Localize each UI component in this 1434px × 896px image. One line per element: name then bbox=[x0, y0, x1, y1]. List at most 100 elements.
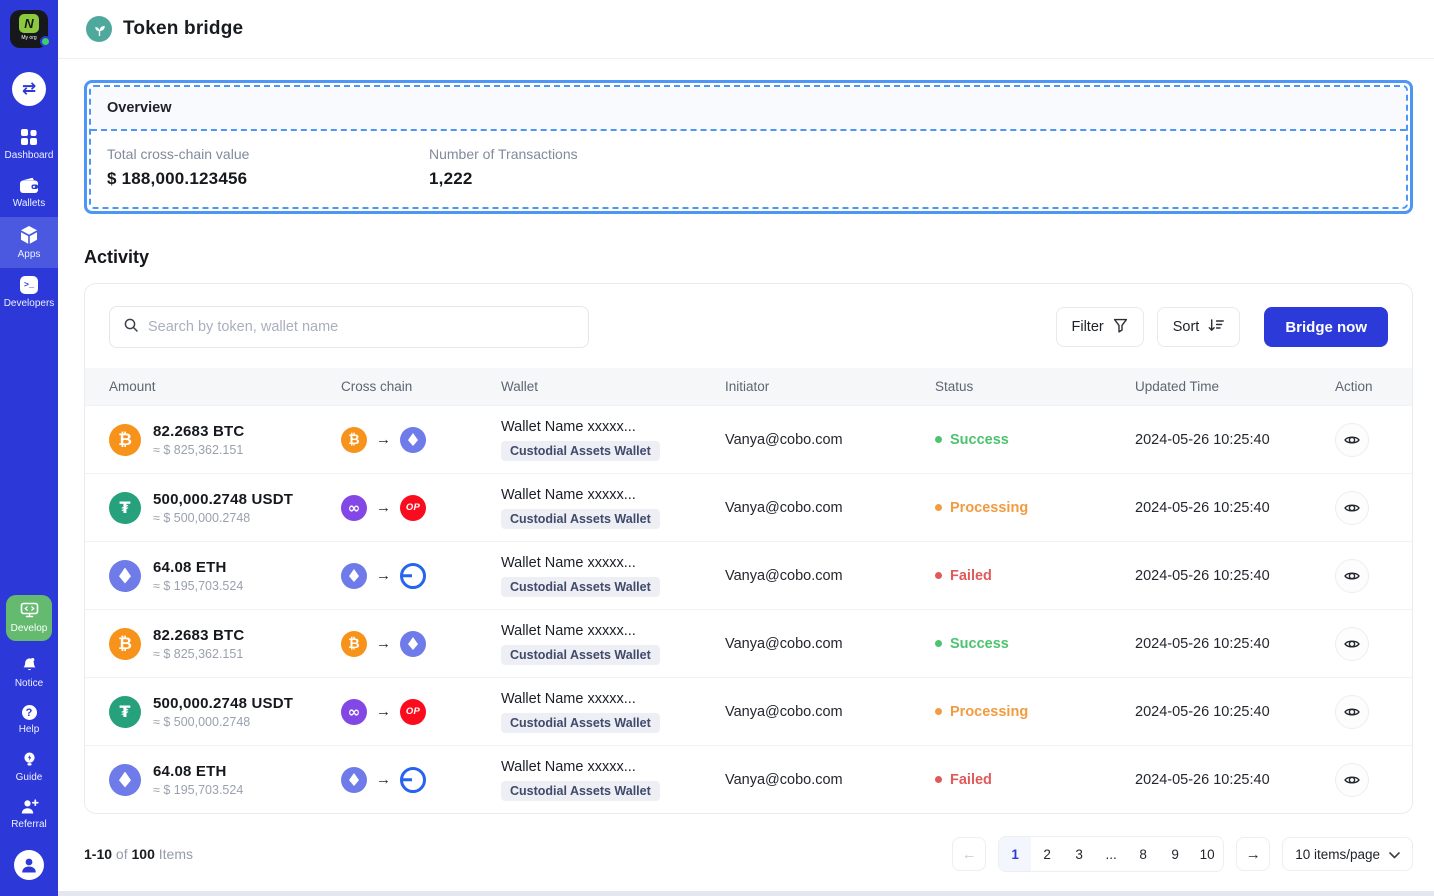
items-per-page-select[interactable]: 10 items/page bbox=[1282, 837, 1413, 871]
view-details-button[interactable] bbox=[1335, 627, 1369, 661]
amount-value: 500,000.2748 USDT bbox=[153, 491, 293, 508]
dashboard-icon bbox=[20, 128, 38, 146]
status-badge: Processing bbox=[935, 704, 1135, 720]
page-button-2[interactable]: 2 bbox=[1031, 837, 1063, 871]
eth-chain-icon bbox=[400, 427, 426, 453]
add-person-icon bbox=[20, 799, 39, 815]
column-header: Amount bbox=[109, 379, 341, 394]
page-number-group: 123...8910 bbox=[998, 836, 1224, 872]
page-title: Token bridge bbox=[123, 18, 243, 40]
search-icon bbox=[123, 317, 139, 338]
sidebar-item-apps[interactable]: Apps bbox=[0, 217, 58, 268]
column-header: Wallet bbox=[501, 379, 725, 394]
btc-token-icon bbox=[109, 628, 141, 660]
wallet-icon bbox=[19, 177, 39, 194]
amount-fiat-value: ≈ $ 500,000.2748 bbox=[153, 511, 293, 525]
page-ellipsis: ... bbox=[1095, 837, 1127, 871]
next-page-button[interactable]: → bbox=[1236, 837, 1270, 871]
prev-page-button[interactable]: ← bbox=[952, 837, 986, 871]
org-mark-icon: N bbox=[19, 14, 39, 33]
usdt-token-icon bbox=[109, 492, 141, 524]
page-button-3[interactable]: 3 bbox=[1063, 837, 1095, 871]
total-count: 100 bbox=[132, 846, 155, 862]
bell-icon bbox=[21, 657, 38, 674]
bridge-now-button[interactable]: Bridge now bbox=[1264, 307, 1388, 347]
sidebar-item-label: Notice bbox=[15, 678, 43, 689]
wallet-type-badge: Custodial Assets Wallet bbox=[501, 781, 660, 801]
sidebar-item-label: Help bbox=[19, 724, 40, 735]
user-avatar[interactable] bbox=[14, 850, 44, 880]
column-header: Updated Time bbox=[1135, 379, 1335, 394]
page-button-9[interactable]: 9 bbox=[1159, 837, 1191, 871]
page-button-1[interactable]: 1 bbox=[999, 837, 1031, 871]
updated-time: 2024-05-26 10:25:40 bbox=[1135, 772, 1335, 788]
overview-title: Overview bbox=[91, 87, 1406, 131]
filter-funnel-icon bbox=[1113, 318, 1128, 337]
amount-value: 82.2683 BTC bbox=[153, 627, 244, 644]
activity-card: Filter Sort Bridge now AmountCross chain… bbox=[84, 283, 1413, 814]
stat-value: $ 188,000.123456 bbox=[107, 169, 429, 189]
arrow-right-icon: → bbox=[376, 499, 391, 516]
org-logo[interactable]: N My org bbox=[10, 10, 48, 48]
sidebar-item-label: Referral bbox=[11, 819, 47, 830]
table-body: 82.2683 BTC ≈ $ 825,362.151 → Wallet Nam… bbox=[85, 405, 1412, 813]
wallet-type-badge: Custodial Assets Wallet bbox=[501, 441, 660, 461]
eth-chain-icon bbox=[400, 631, 426, 657]
column-header: Action bbox=[1335, 379, 1412, 394]
status-label: Processing bbox=[950, 704, 1028, 720]
horizontal-scrollbar[interactable] bbox=[58, 891, 1434, 896]
items-per-page-label: 10 items/page bbox=[1295, 847, 1380, 862]
sidebar-item-label: Dashboard bbox=[5, 150, 54, 161]
sort-icon bbox=[1208, 319, 1224, 336]
sidebar-item-develop[interactable]: Develop bbox=[6, 595, 52, 641]
eye-icon bbox=[1343, 431, 1361, 449]
wallet-type-badge: Custodial Assets Wallet bbox=[501, 713, 660, 733]
page-button-8[interactable]: 8 bbox=[1127, 837, 1159, 871]
sidebar-item-label: Guide bbox=[16, 772, 43, 783]
overview-selection-outline: Overview Total cross-chain value $ 188,0… bbox=[84, 80, 1413, 214]
sidebar-item-developers[interactable]: >_ Developers bbox=[0, 268, 58, 317]
sidebar-item-label: Wallets bbox=[13, 198, 45, 209]
overview-card: Overview Total cross-chain value $ 188,0… bbox=[89, 85, 1408, 209]
initiator-email: Vanya@cobo.com bbox=[725, 568, 935, 584]
sidebar-item-notice[interactable]: Notice bbox=[0, 651, 58, 695]
sidebar-item-dashboard[interactable]: Dashboard bbox=[0, 120, 58, 169]
question-icon: ? bbox=[22, 705, 37, 720]
wallet-name: Wallet Name xxxxx... bbox=[501, 691, 725, 707]
sidebar-item-help[interactable]: ? Help bbox=[0, 699, 58, 741]
view-details-button[interactable] bbox=[1335, 423, 1369, 457]
view-details-button[interactable] bbox=[1335, 491, 1369, 525]
sidebar-item-wallets[interactable]: Wallets bbox=[0, 169, 58, 217]
eye-icon bbox=[1343, 635, 1361, 653]
op-chain-icon bbox=[400, 495, 426, 521]
sidebar-item-referral[interactable]: Referral bbox=[0, 793, 58, 836]
sidebar-item-label: Apps bbox=[18, 249, 41, 260]
view-details-button[interactable] bbox=[1335, 559, 1369, 593]
view-details-button[interactable] bbox=[1335, 763, 1369, 797]
sort-button[interactable]: Sort bbox=[1157, 307, 1241, 347]
stat-number-of-transactions: Number of Transactions 1,222 bbox=[429, 146, 751, 189]
status-badge: Processing bbox=[935, 500, 1135, 516]
search-input[interactable] bbox=[148, 319, 575, 335]
sidebar-item-guide[interactable]: Guide bbox=[0, 745, 58, 789]
wallet-type-badge: Custodial Assets Wallet bbox=[501, 577, 660, 597]
status-dot bbox=[935, 708, 942, 715]
initiator-email: Vanya@cobo.com bbox=[725, 772, 935, 788]
filter-button[interactable]: Filter bbox=[1056, 307, 1144, 347]
items-label: Items bbox=[159, 846, 193, 862]
swap-icon[interactable]: ⇄ bbox=[12, 72, 46, 106]
table-row: 82.2683 BTC ≈ $ 825,362.151 → Wallet Nam… bbox=[85, 405, 1412, 473]
status-badge: Failed bbox=[935, 772, 1135, 788]
amount-value: 64.08 ETH bbox=[153, 559, 243, 576]
btc-token-icon bbox=[109, 424, 141, 456]
search-box bbox=[109, 306, 589, 348]
view-details-button[interactable] bbox=[1335, 695, 1369, 729]
page-range-info: 1-10 of 100 Items bbox=[84, 846, 193, 862]
table-row: 82.2683 BTC ≈ $ 825,362.151 → Wallet Nam… bbox=[85, 609, 1412, 677]
status-dot bbox=[935, 572, 942, 579]
initiator-email: Vanya@cobo.com bbox=[725, 432, 935, 448]
initiator-email: Vanya@cobo.com bbox=[725, 636, 935, 652]
page-button-10[interactable]: 10 bbox=[1191, 837, 1223, 871]
arrow-right-icon: → bbox=[376, 703, 391, 720]
eth-chain-icon bbox=[341, 563, 367, 589]
